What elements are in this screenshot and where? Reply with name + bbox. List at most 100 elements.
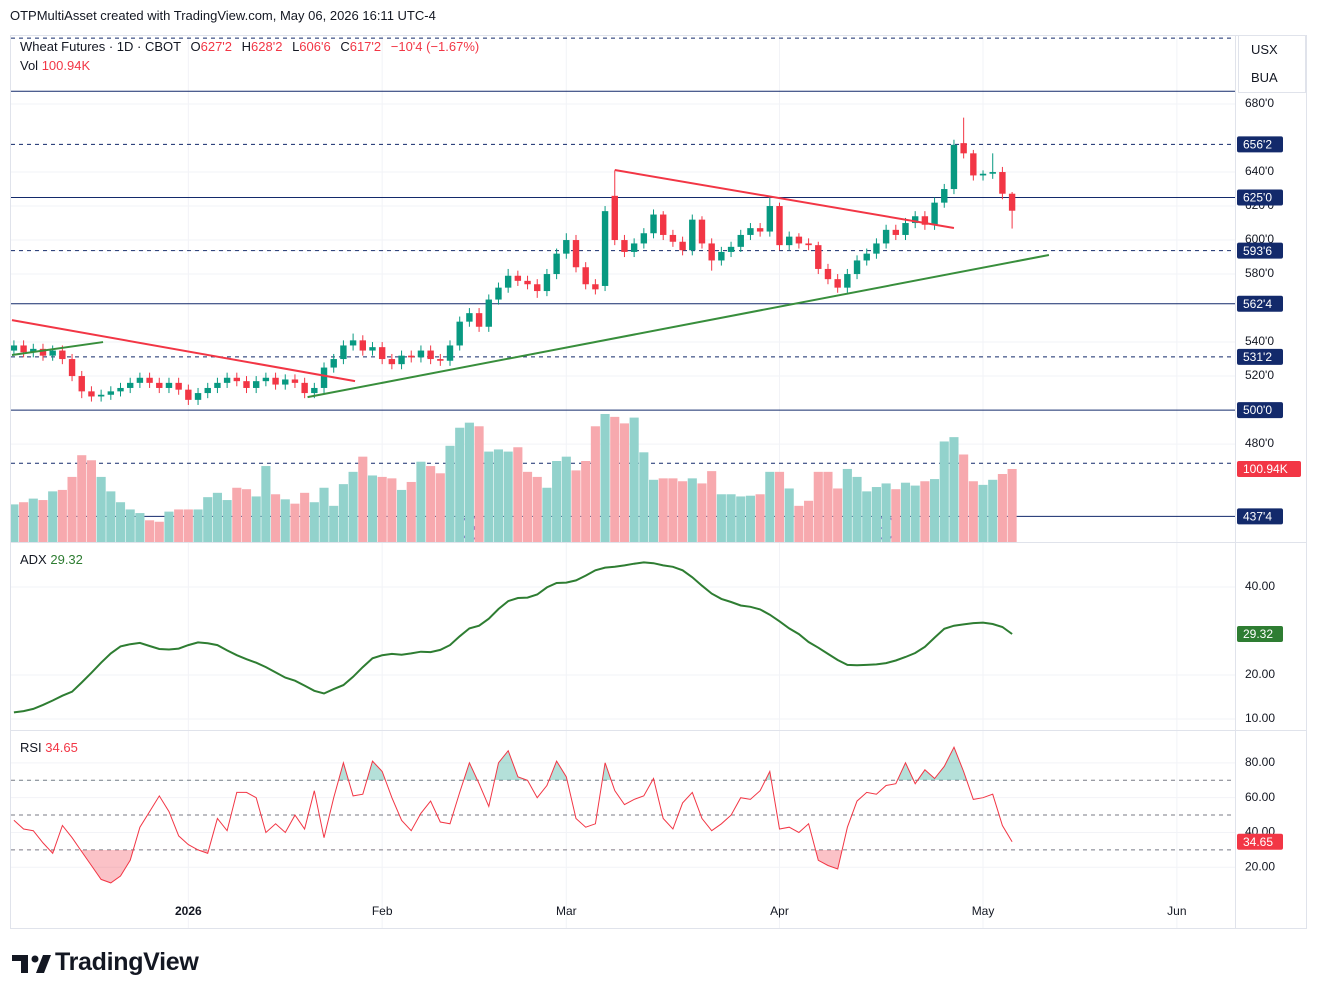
- candle-body: [582, 267, 589, 285]
- volume-bar: [823, 471, 833, 542]
- volume-bar: [774, 471, 785, 542]
- level-label-box: [1237, 402, 1283, 419]
- volume-bar: [784, 488, 794, 542]
- volume-bar: [513, 447, 523, 542]
- candle-body: [11, 345, 18, 351]
- volume-bar: [48, 491, 58, 542]
- level-label-box: [1237, 295, 1283, 312]
- candle-body: [97, 394, 105, 397]
- volume-bar: [19, 502, 29, 542]
- volume-bar: [154, 521, 164, 542]
- candle-body: [466, 313, 473, 322]
- symbol-legend: Wheat Futures · 1D · CBOT O627'2 H628'2 …: [20, 39, 479, 54]
- candle-body: [708, 243, 715, 261]
- candle-body: [223, 377, 231, 383]
- volume-bar: [193, 509, 203, 542]
- candle-body: [495, 287, 502, 300]
- volume-bar: [920, 481, 930, 542]
- candle-body: [824, 268, 832, 280]
- volume-bar: [261, 466, 271, 542]
- candle-body: [437, 359, 444, 361]
- volume-bar: [532, 476, 542, 542]
- volume-bar: [251, 496, 261, 542]
- volume-bar: [280, 499, 290, 542]
- adx-legend: ADX 29.32: [20, 552, 83, 567]
- level-label-box: [1237, 189, 1283, 206]
- currency-button[interactable]: USX: [1251, 42, 1278, 57]
- volume-bar: [115, 502, 126, 542]
- candle-body: [340, 345, 347, 360]
- candle-body: [718, 251, 725, 261]
- candle-body: [630, 243, 638, 252]
- candle-body: [369, 347, 376, 351]
- candle-body: [30, 348, 37, 353]
- candle-body: [921, 216, 929, 225]
- volume-bar: [726, 494, 736, 542]
- candle-body: [320, 367, 328, 388]
- candle-body: [291, 379, 299, 383]
- rsi-legend: RSI 34.65: [20, 740, 78, 755]
- candle-body: [388, 359, 396, 365]
- credit: OTPMultiAsset created with TradingView.c…: [10, 8, 436, 23]
- candle-body: [20, 345, 27, 353]
- currency-box: USX BUA: [1238, 35, 1306, 93]
- candle-body: [543, 274, 551, 292]
- y-tick-label: 680'0: [1245, 96, 1274, 110]
- price-change: −10'4 (−1.67%): [390, 39, 480, 54]
- indicator-line: [13, 745, 1013, 884]
- candle-body: [863, 253, 870, 261]
- candle-body: [640, 233, 648, 244]
- candle-body: [679, 241, 686, 251]
- volume-bar: [309, 502, 319, 542]
- x-tick-label: 2026: [175, 904, 202, 918]
- volume-bar: [745, 495, 755, 542]
- level-label: 656'2: [1243, 138, 1272, 152]
- candle-body: [747, 228, 754, 235]
- volume-bar: [736, 496, 746, 542]
- unit-button[interactable]: BUA: [1251, 70, 1278, 85]
- volume-bar: [610, 416, 620, 542]
- volume-bar: [833, 488, 843, 542]
- ohlc-key: C: [340, 39, 350, 54]
- y-tick-label: 20.00: [1245, 859, 1275, 873]
- candle-body: [737, 234, 744, 247]
- volume-bar: [212, 492, 222, 542]
- volume-bar: [891, 489, 901, 542]
- candle-body: [611, 195, 618, 241]
- candle-body: [456, 321, 463, 346]
- candle-body: [446, 345, 454, 361]
- volume-bar: [57, 489, 67, 542]
- volume-bar: [367, 475, 378, 542]
- y-tick-label: 640'0: [1245, 164, 1274, 178]
- volume-bar: [522, 471, 533, 542]
- volume-bar: [687, 478, 697, 542]
- indicator-last-label-box: [1237, 833, 1283, 850]
- volume-bar: [900, 482, 911, 542]
- volume-bar: [445, 445, 455, 542]
- volume-bar: [581, 460, 591, 542]
- volume-bar: [358, 456, 368, 542]
- candle-body: [601, 211, 609, 286]
- volume-bar: [852, 476, 862, 542]
- volume-bar: [174, 509, 184, 542]
- volume-bar: [464, 422, 474, 542]
- volume-bar: [629, 417, 639, 542]
- rsi-value: 34.65: [45, 740, 78, 755]
- pane: [11, 543, 1235, 730]
- candle-body: [563, 240, 570, 254]
- ohlc-value: 606'6: [299, 39, 331, 54]
- level-label-box: [1237, 508, 1283, 525]
- candle-body: [78, 376, 85, 392]
- volume-bar: [329, 505, 339, 542]
- candle-body: [650, 214, 657, 234]
- candle-body: [524, 280, 531, 285]
- volume-bar: [988, 479, 998, 542]
- candle-body: [805, 243, 812, 246]
- candle-body: [786, 236, 793, 246]
- candle-body: [427, 350, 434, 360]
- volume-bar: [871, 487, 881, 542]
- ohlc-key: H: [241, 39, 252, 54]
- candle-body: [795, 236, 803, 244]
